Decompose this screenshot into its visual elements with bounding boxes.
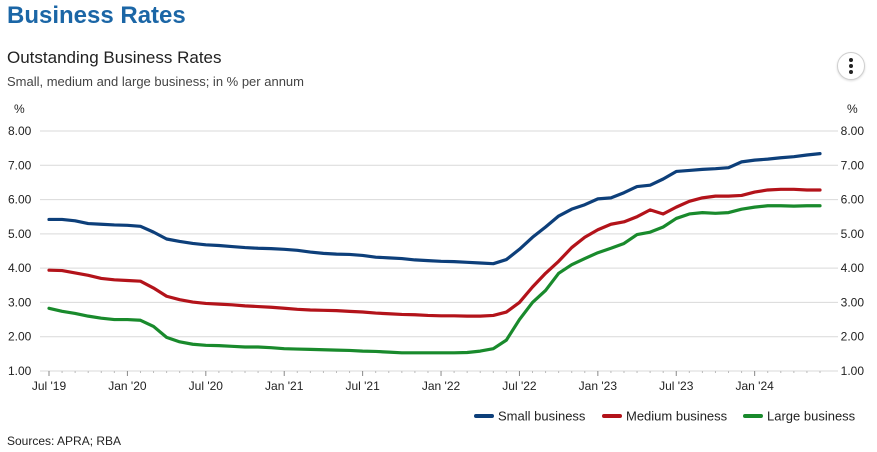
legend-label-large-business: Large business: [767, 409, 856, 424]
y-axis-unit-left: %: [14, 102, 25, 116]
y-tick-label-right: 4.00: [841, 261, 865, 275]
y-tick-label-right: 7.00: [841, 158, 865, 172]
axes: 8.00 8.00 7.00 7.00 6.00 6.00 5.00 5.00 4.00 4.00…: [8, 102, 864, 393]
y-tick-label-left: 2.00: [8, 330, 32, 344]
y-tick-label-left: 1.00: [8, 364, 32, 378]
y-tick-label-right: 5.00: [841, 227, 865, 241]
chart-subtitle: Small, medium and large business; in % p…: [7, 74, 304, 89]
y-tick-label-left: 7.00: [8, 158, 32, 172]
x-tick-label: Jul '19: [32, 379, 67, 393]
x-tick-label: Jul '20: [189, 379, 224, 393]
legend-label-medium-business: Medium business: [626, 409, 728, 424]
x-tick-label: Jan '20: [108, 379, 147, 393]
vertical-ellipsis-icon: [849, 57, 853, 75]
y-tick-label-left: 5.00: [8, 227, 32, 241]
series-line-small-business: [47, 152, 822, 266]
page-title: Business Rates: [7, 2, 186, 29]
series-line-medium-business: [47, 187, 822, 318]
x-tick-label: Jan '21: [265, 379, 304, 393]
series-lines: [47, 152, 822, 355]
chart-menu-button[interactable]: [837, 52, 865, 80]
series-line-large-business: [47, 204, 822, 355]
y-tick-label-left: 3.00: [8, 295, 32, 309]
gridlines: [40, 130, 838, 372]
x-tick-label: Jul '21: [345, 379, 380, 393]
chart-title: Outstanding Business Rates: [7, 48, 222, 67]
y-tick-label-right: 3.00: [841, 295, 865, 309]
source-note: Sources: APRA; RBA: [7, 434, 122, 448]
y-tick-label-left: 4.00: [8, 261, 32, 275]
y-tick-label-right: 8.00: [841, 124, 865, 138]
legend: Small business Medium business Large busin…: [474, 409, 856, 424]
x-tick-label: Jul '22: [502, 379, 537, 393]
y-tick-label-right: 2.00: [841, 330, 865, 344]
y-tick-label-right: 1.00: [841, 364, 865, 378]
x-tick-label: Jan '23: [579, 379, 618, 393]
x-tick-label: Jan '22: [422, 379, 461, 393]
y-tick-label-left: 8.00: [8, 124, 32, 138]
x-tick-label: Jul '23: [659, 379, 694, 393]
legend-label-small-business: Small business: [498, 409, 586, 424]
y-tick-label-right: 6.00: [841, 193, 865, 207]
y-tick-label-left: 6.00: [8, 193, 32, 207]
x-tick-label: Jan '24: [735, 379, 774, 393]
y-axis-unit-right: %: [847, 102, 858, 116]
